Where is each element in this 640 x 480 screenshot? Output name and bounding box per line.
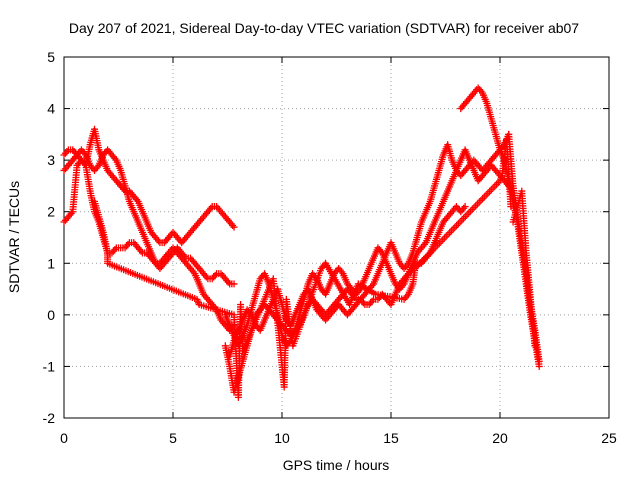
x-tick-label: 0 xyxy=(60,430,68,446)
x-tick-label: 10 xyxy=(274,430,290,446)
data-point xyxy=(489,184,497,192)
y-tick-label: -2 xyxy=(43,410,56,426)
data-point xyxy=(507,203,515,211)
data-point xyxy=(468,205,476,213)
data-point xyxy=(480,193,488,201)
data-point xyxy=(463,211,471,219)
grid xyxy=(64,57,609,418)
data-point xyxy=(479,195,487,203)
data-point xyxy=(535,357,543,365)
chart-title: Day 207 of 2021, Sidereal Day-to-day VTE… xyxy=(69,20,579,36)
series-track-j xyxy=(91,136,515,401)
data-point xyxy=(454,220,462,228)
x-tick-label: 5 xyxy=(169,430,177,446)
data-point xyxy=(456,218,464,226)
data-point xyxy=(460,214,468,222)
data-point xyxy=(442,232,450,240)
y-tick-label: 2 xyxy=(47,204,55,220)
y-tick-label: 1 xyxy=(47,255,55,271)
data-point xyxy=(475,198,483,206)
data-point xyxy=(446,229,454,237)
series-track-b xyxy=(60,146,238,288)
data-point xyxy=(473,200,481,208)
data-point xyxy=(444,230,452,238)
data-point xyxy=(484,189,492,197)
data-point xyxy=(477,196,485,204)
y-tick-label: -1 xyxy=(43,358,56,374)
data-point xyxy=(465,209,473,217)
data-point xyxy=(467,207,475,215)
data-point xyxy=(230,280,238,288)
x-axis-label: GPS time / hours xyxy=(283,457,390,473)
y-tick-labels: -2 -1 0 1 2 3 4 5 xyxy=(43,49,56,426)
y-tick-label: 0 xyxy=(47,307,55,323)
data-point xyxy=(482,191,490,199)
x-tick-label: 15 xyxy=(383,430,399,446)
y-tick-label: 3 xyxy=(47,152,55,168)
data-point xyxy=(440,234,448,242)
data-point xyxy=(451,223,459,231)
data-point xyxy=(470,204,478,212)
data-point xyxy=(487,186,495,194)
data-point xyxy=(461,213,469,221)
y-tick-label: 4 xyxy=(47,101,55,117)
data-point xyxy=(439,236,447,244)
series-track-i xyxy=(509,187,539,350)
data-point xyxy=(491,182,499,190)
data-point xyxy=(449,225,457,233)
x-tick-label: 25 xyxy=(601,430,617,446)
x-tick-labels: 0 5 10 15 20 25 xyxy=(60,430,617,446)
axis-ticks xyxy=(63,56,610,419)
data-point xyxy=(461,203,469,211)
y-tick-label: 5 xyxy=(47,49,55,65)
data-point xyxy=(486,188,494,196)
series-track-g xyxy=(457,84,543,370)
data-point xyxy=(230,223,238,231)
y-axis-label: SDTVAR / TECUs xyxy=(6,181,22,293)
data-point xyxy=(453,222,461,230)
data-points xyxy=(60,84,543,401)
data-point xyxy=(493,180,501,188)
data-point xyxy=(458,216,466,224)
data-point xyxy=(472,202,480,210)
plot-frame xyxy=(63,56,610,419)
x-tick-label: 20 xyxy=(492,430,508,446)
data-point xyxy=(531,342,539,350)
data-point xyxy=(447,227,455,235)
